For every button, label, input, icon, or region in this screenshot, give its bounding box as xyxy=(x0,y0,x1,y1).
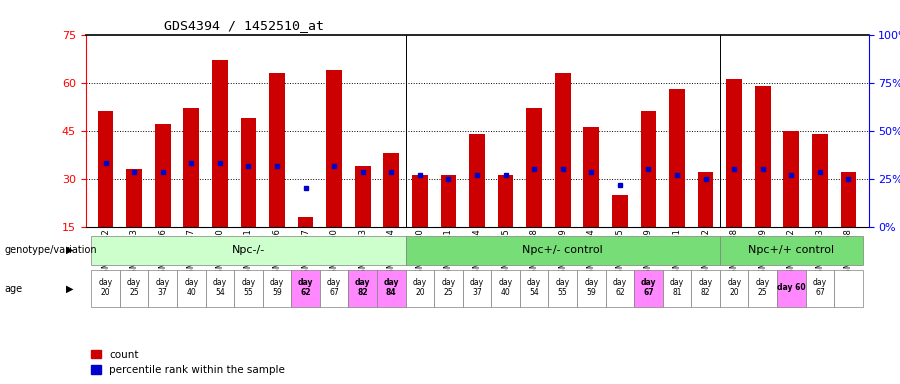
Text: day
37: day 37 xyxy=(156,278,170,297)
Text: day
82: day 82 xyxy=(355,278,371,297)
Text: day
25: day 25 xyxy=(756,278,770,297)
Text: day 60: day 60 xyxy=(777,283,806,292)
Bar xyxy=(148,270,177,307)
Text: day
84: day 84 xyxy=(383,278,399,297)
Text: day
25: day 25 xyxy=(127,278,141,297)
Text: day
40: day 40 xyxy=(499,278,513,297)
Text: day
59: day 59 xyxy=(270,278,284,297)
Bar xyxy=(177,270,205,307)
Bar xyxy=(806,270,834,307)
Bar xyxy=(91,270,120,307)
Text: day
25: day 25 xyxy=(441,278,455,297)
Text: ▶: ▶ xyxy=(67,245,74,255)
Bar xyxy=(205,270,234,307)
Bar xyxy=(555,73,571,227)
Bar xyxy=(698,172,714,227)
Bar xyxy=(577,270,606,307)
Bar xyxy=(641,111,656,227)
Bar xyxy=(491,270,520,307)
Bar xyxy=(212,60,228,227)
Bar xyxy=(240,118,256,227)
Bar xyxy=(662,270,691,307)
Text: day
55: day 55 xyxy=(555,278,570,297)
Bar xyxy=(320,270,348,307)
Text: day
82: day 82 xyxy=(698,278,713,297)
Bar xyxy=(691,270,720,307)
Bar xyxy=(834,270,863,307)
Bar xyxy=(812,134,828,227)
Bar xyxy=(634,270,662,307)
Bar xyxy=(755,86,770,227)
Bar xyxy=(720,236,863,265)
Bar xyxy=(263,270,292,307)
Bar xyxy=(498,175,513,227)
Text: Npc-/-: Npc-/- xyxy=(232,245,265,255)
Text: Npc+/+ control: Npc+/+ control xyxy=(748,245,834,255)
Bar xyxy=(97,111,113,227)
Text: day
20: day 20 xyxy=(727,278,742,297)
Text: ▶: ▶ xyxy=(67,284,74,294)
Text: day
40: day 40 xyxy=(184,278,198,297)
Bar xyxy=(406,236,720,265)
Text: day
54: day 54 xyxy=(527,278,541,297)
Bar xyxy=(441,175,456,227)
Bar xyxy=(548,270,577,307)
Bar xyxy=(469,134,485,227)
Legend: count, percentile rank within the sample: count, percentile rank within the sample xyxy=(91,350,285,375)
Bar xyxy=(463,270,491,307)
Bar xyxy=(406,270,434,307)
Text: day
54: day 54 xyxy=(212,278,227,297)
Bar xyxy=(841,172,857,227)
Text: day
67: day 67 xyxy=(813,278,827,297)
Bar xyxy=(348,270,377,307)
Bar xyxy=(749,270,777,307)
Bar xyxy=(292,270,320,307)
Bar xyxy=(184,108,199,227)
Text: day
20: day 20 xyxy=(413,278,427,297)
Bar xyxy=(91,236,406,265)
Bar xyxy=(434,270,463,307)
Text: genotype/variation: genotype/variation xyxy=(4,245,97,255)
Bar xyxy=(670,89,685,227)
Bar xyxy=(327,70,342,227)
Bar xyxy=(777,270,806,307)
Text: day
62: day 62 xyxy=(613,278,627,297)
Bar xyxy=(412,175,427,227)
Bar xyxy=(520,270,548,307)
Text: day
67: day 67 xyxy=(641,278,656,297)
Text: day
37: day 37 xyxy=(470,278,484,297)
Text: day
62: day 62 xyxy=(298,278,313,297)
Bar xyxy=(526,108,542,227)
Bar xyxy=(726,79,742,227)
Text: day
59: day 59 xyxy=(584,278,598,297)
Bar xyxy=(355,166,371,227)
Bar xyxy=(606,270,634,307)
Text: day
81: day 81 xyxy=(670,278,684,297)
Text: age: age xyxy=(4,284,22,294)
Text: Npc+/- control: Npc+/- control xyxy=(522,245,603,255)
Bar xyxy=(298,217,313,227)
Bar xyxy=(583,127,599,227)
Text: day
20: day 20 xyxy=(98,278,112,297)
Bar xyxy=(383,153,399,227)
Bar xyxy=(120,270,148,307)
Bar xyxy=(784,131,799,227)
Bar xyxy=(126,169,142,227)
Bar xyxy=(234,270,263,307)
Bar xyxy=(612,195,627,227)
Bar xyxy=(720,270,749,307)
Bar xyxy=(269,73,284,227)
Text: day
55: day 55 xyxy=(241,278,256,297)
Bar xyxy=(155,124,170,227)
Text: day
67: day 67 xyxy=(327,278,341,297)
Bar xyxy=(377,270,406,307)
Text: GDS4394 / 1452510_at: GDS4394 / 1452510_at xyxy=(164,19,324,32)
